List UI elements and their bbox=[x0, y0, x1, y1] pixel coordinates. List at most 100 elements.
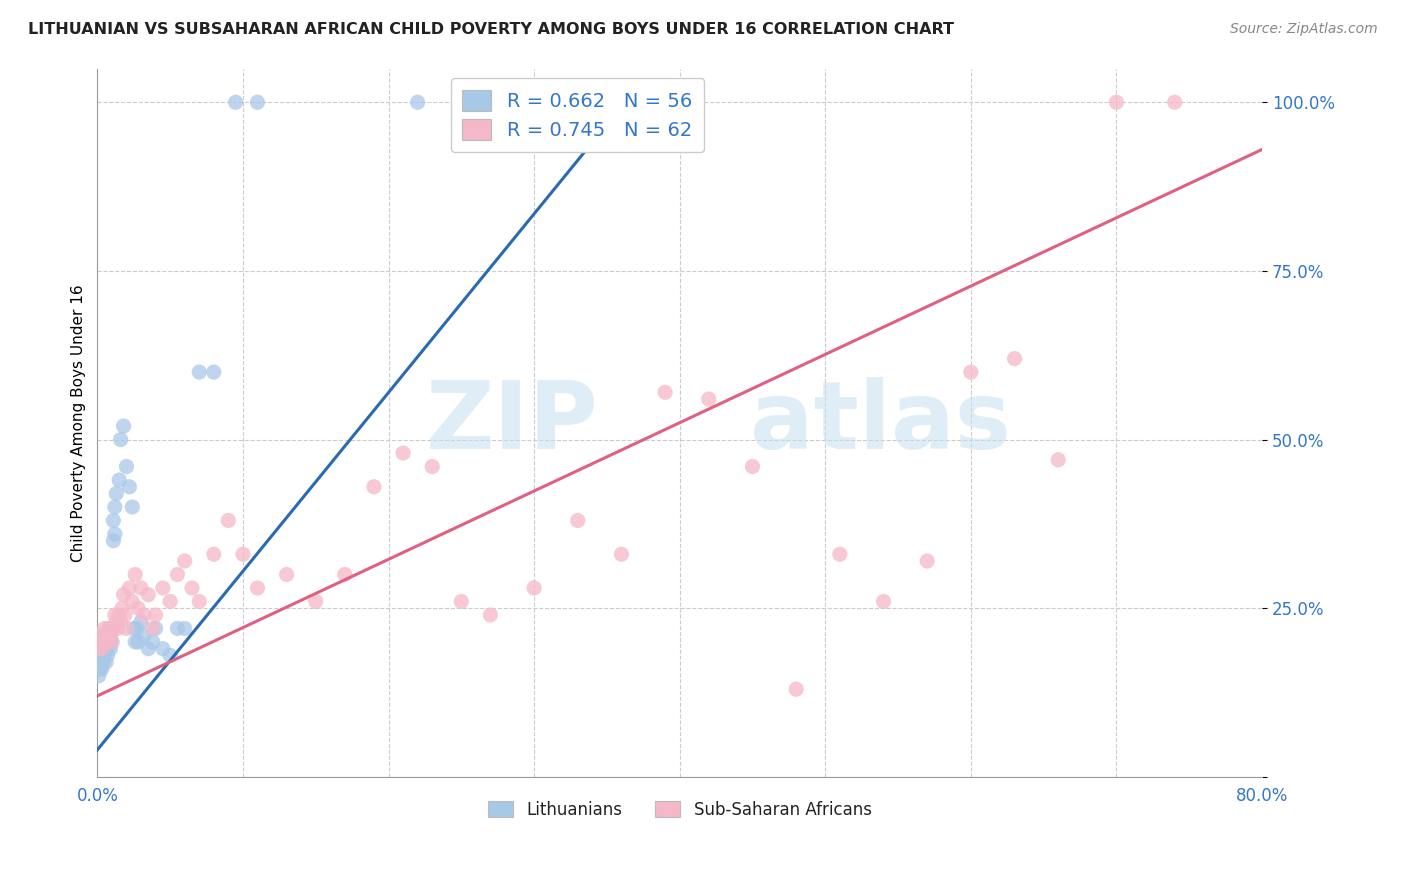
Point bbox=[94, 635, 117, 649]
Point bbox=[142, 635, 165, 649]
Point bbox=[225, 95, 247, 110]
Point bbox=[188, 594, 211, 608]
Point bbox=[129, 581, 152, 595]
Point bbox=[188, 365, 211, 379]
Point bbox=[118, 480, 141, 494]
Point bbox=[145, 607, 167, 622]
Point bbox=[276, 567, 298, 582]
Point bbox=[104, 527, 127, 541]
Text: atlas: atlas bbox=[749, 376, 1011, 468]
Point bbox=[1105, 95, 1128, 110]
Point bbox=[132, 607, 155, 622]
Point bbox=[101, 635, 124, 649]
Point bbox=[217, 514, 239, 528]
Point bbox=[124, 635, 146, 649]
Point bbox=[654, 385, 676, 400]
Point bbox=[915, 554, 938, 568]
Point bbox=[100, 628, 122, 642]
Point bbox=[420, 459, 443, 474]
Point bbox=[132, 628, 155, 642]
Point bbox=[112, 419, 135, 434]
Point bbox=[91, 655, 114, 669]
Point bbox=[90, 641, 112, 656]
Y-axis label: Child Poverty Among Boys Under 16: Child Poverty Among Boys Under 16 bbox=[72, 284, 86, 561]
Point bbox=[1047, 452, 1070, 467]
Point bbox=[785, 682, 807, 697]
Point bbox=[152, 581, 174, 595]
Point bbox=[89, 635, 111, 649]
Point bbox=[392, 446, 415, 460]
Point bbox=[87, 641, 110, 656]
Point bbox=[697, 392, 720, 406]
Point bbox=[93, 622, 115, 636]
Point bbox=[246, 581, 269, 595]
Point bbox=[610, 547, 633, 561]
Point bbox=[173, 554, 195, 568]
Point bbox=[91, 635, 114, 649]
Point bbox=[406, 95, 429, 110]
Point bbox=[96, 648, 118, 663]
Point bbox=[305, 594, 328, 608]
Point bbox=[100, 641, 122, 656]
Point bbox=[246, 95, 269, 110]
Point bbox=[479, 607, 502, 622]
Point bbox=[94, 628, 117, 642]
Point bbox=[115, 622, 138, 636]
Point bbox=[104, 607, 127, 622]
Point bbox=[122, 622, 145, 636]
Point bbox=[112, 588, 135, 602]
Point bbox=[103, 622, 125, 636]
Point bbox=[103, 533, 125, 548]
Point bbox=[90, 662, 112, 676]
Point bbox=[624, 95, 647, 110]
Point bbox=[96, 635, 118, 649]
Point bbox=[98, 622, 121, 636]
Point bbox=[1004, 351, 1026, 366]
Text: Source: ZipAtlas.com: Source: ZipAtlas.com bbox=[1230, 22, 1378, 37]
Point bbox=[125, 622, 148, 636]
Point bbox=[98, 635, 121, 649]
Point bbox=[159, 648, 181, 663]
Point bbox=[89, 648, 111, 663]
Point bbox=[152, 641, 174, 656]
Point bbox=[181, 581, 204, 595]
Point bbox=[91, 635, 114, 649]
Point bbox=[115, 459, 138, 474]
Point bbox=[111, 601, 134, 615]
Point bbox=[124, 567, 146, 582]
Point bbox=[129, 615, 152, 629]
Point bbox=[145, 622, 167, 636]
Point bbox=[127, 601, 149, 615]
Point bbox=[1163, 95, 1185, 110]
Point bbox=[166, 622, 188, 636]
Point bbox=[87, 655, 110, 669]
Point bbox=[173, 622, 195, 636]
Point bbox=[333, 567, 356, 582]
Point bbox=[105, 486, 128, 500]
Point bbox=[96, 628, 118, 642]
Point bbox=[118, 581, 141, 595]
Point bbox=[101, 635, 124, 649]
Point bbox=[202, 547, 225, 561]
Point bbox=[450, 594, 472, 608]
Point bbox=[90, 655, 112, 669]
Point bbox=[232, 547, 254, 561]
Point bbox=[523, 581, 546, 595]
Point bbox=[166, 567, 188, 582]
Point bbox=[90, 641, 112, 656]
Point bbox=[872, 594, 894, 608]
Point bbox=[159, 594, 181, 608]
Point bbox=[108, 607, 131, 622]
Point bbox=[114, 607, 136, 622]
Point bbox=[121, 594, 143, 608]
Point bbox=[96, 641, 118, 656]
Point bbox=[110, 433, 132, 447]
Point bbox=[363, 480, 385, 494]
Point bbox=[110, 615, 132, 629]
Point bbox=[136, 641, 159, 656]
Point bbox=[828, 547, 851, 561]
Point bbox=[87, 668, 110, 682]
Point bbox=[91, 648, 114, 663]
Point bbox=[567, 514, 589, 528]
Point bbox=[107, 622, 129, 636]
